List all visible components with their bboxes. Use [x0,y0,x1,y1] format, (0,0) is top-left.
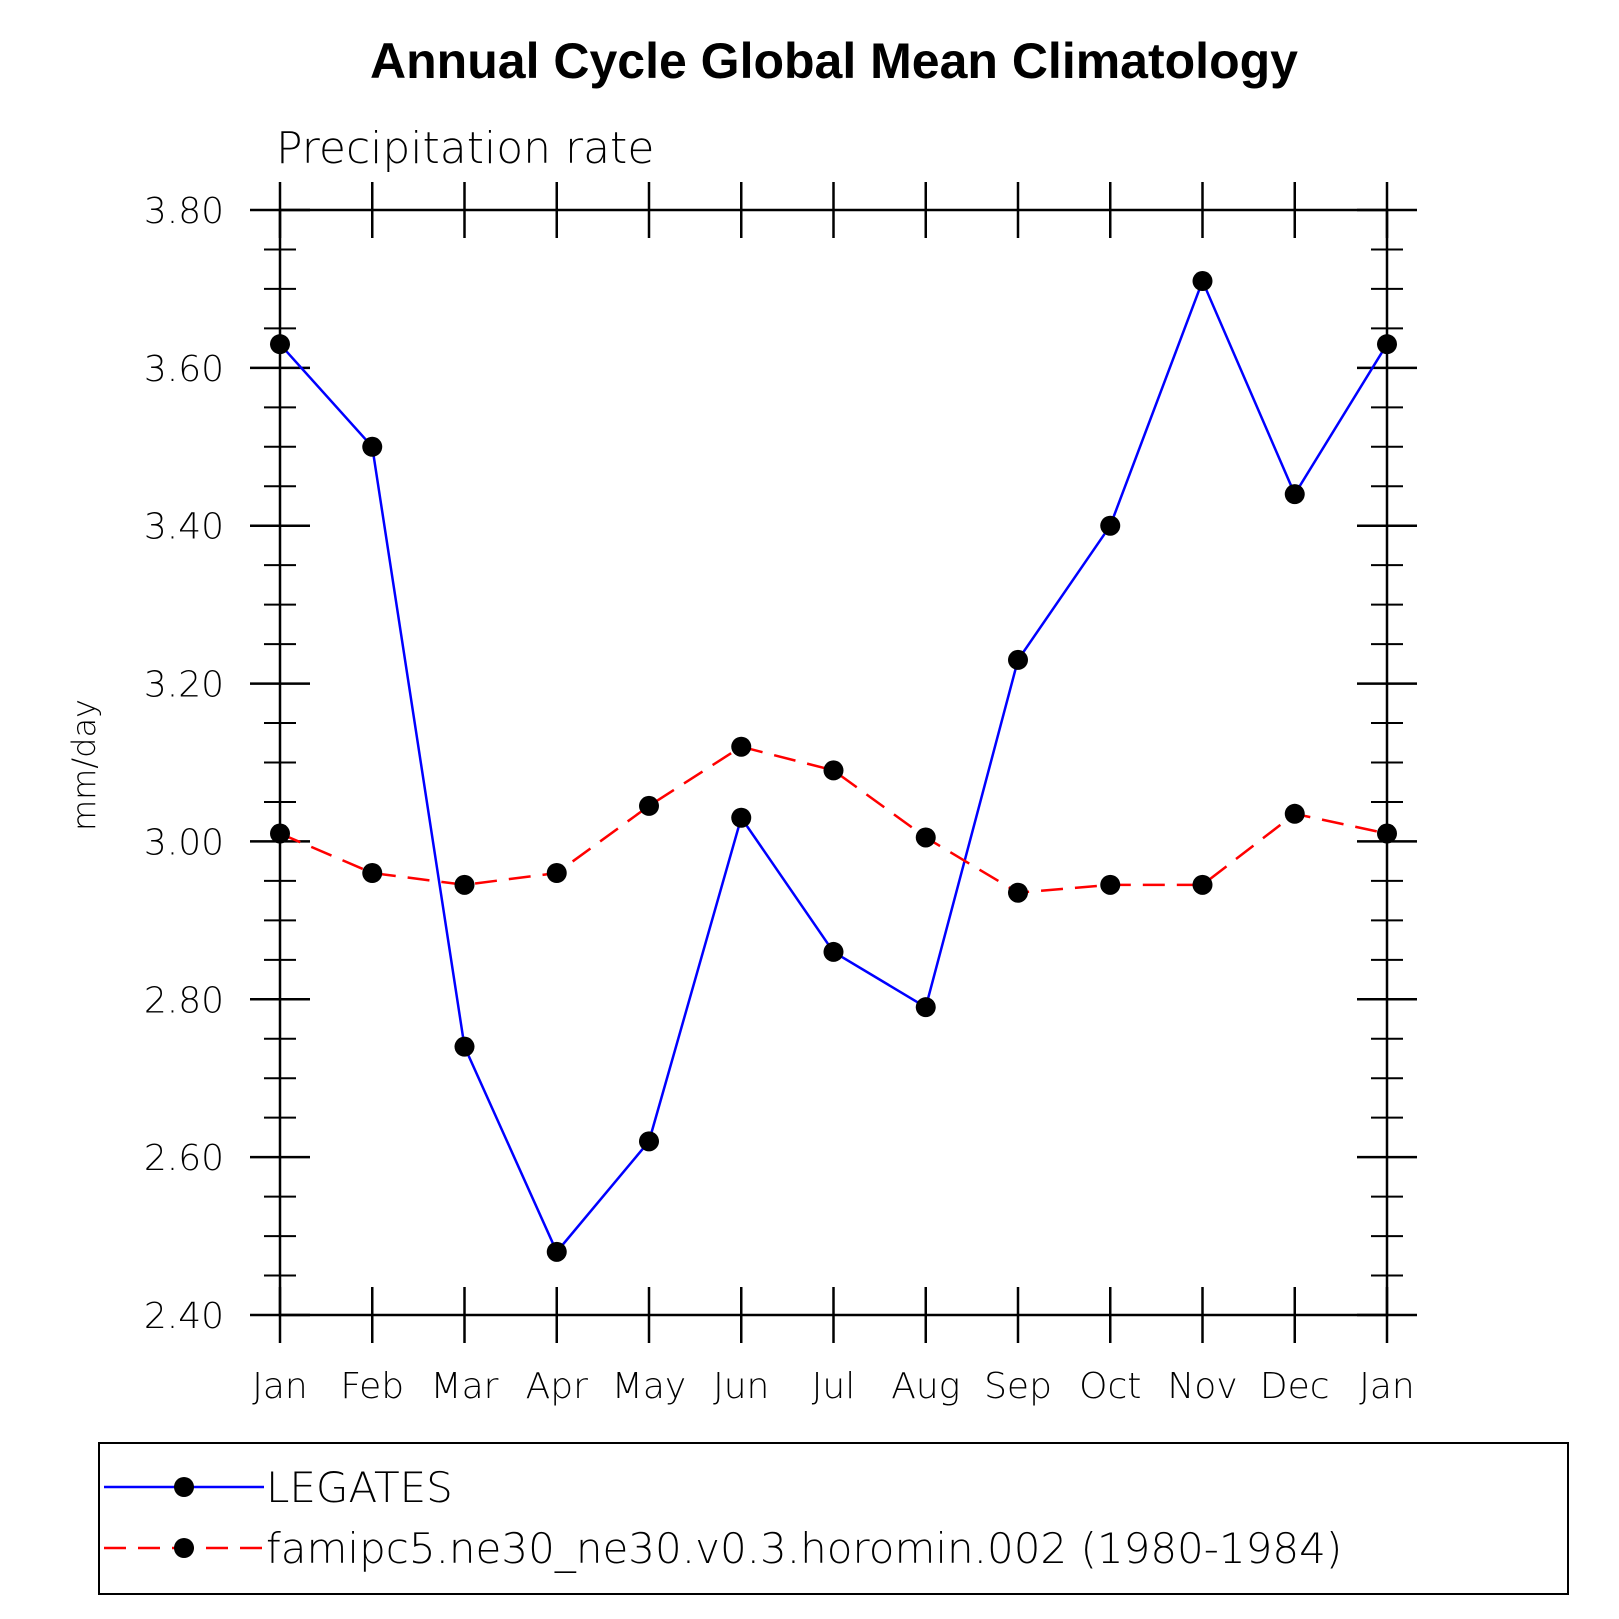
y-tick-label: 3.60 [144,349,224,390]
series-1-point [639,795,659,816]
x-tick-label: Sep [984,1366,1052,1407]
series-1-point [1377,823,1397,844]
y-tick-label: 3.80 [144,191,224,232]
x-tick-label: Aug [891,1366,960,1407]
series-0-point [454,1036,475,1057]
series-1-point [1192,874,1213,895]
x-tick-label: Mar [431,1366,499,1407]
series-1-point [362,863,383,883]
series-1-point [823,760,844,781]
series-0-point [1100,515,1121,536]
series-1-point [1284,803,1305,824]
series-0-point [362,436,383,457]
series-0-point [915,997,936,1018]
legend-box [98,1442,1569,1595]
y-tick-labels: 2.40 2.60 2.80 3.00 3.20 3.40 3.60 3.80 [144,191,224,1337]
series-1-point [915,827,936,848]
series-1-point [546,863,567,883]
x-tick-label: Jan [1359,1366,1415,1407]
series-0-point [731,807,752,828]
x-tick-label: May [612,1366,686,1407]
series-1-point [731,736,752,757]
series-0-point [1284,484,1305,505]
x-tick-label: Jan [252,1366,308,1407]
y-tick-label: 2.60 [144,1138,224,1179]
series-1-point [454,874,475,895]
legend-label-1: famipc5.ne30_ne30.v0.3.horomin.002 (1980… [266,1524,1342,1573]
series-0-point [823,941,844,962]
legend-marker-0 [174,1477,194,1497]
x-tick-label: Feb [340,1366,404,1407]
legend-label-0: LEGATES [266,1463,453,1512]
series-1-point [270,823,290,844]
chart-title: Annual Cycle Global Mean Climatology [370,33,1298,89]
series-0-point [546,1241,567,1262]
series-1-point [1008,882,1028,903]
y-axis-label: mm/day [65,699,103,831]
series-layer [270,271,1397,1262]
x-tick-label: Oct [1079,1366,1141,1407]
x-tick-label: Jun [713,1366,769,1407]
x-tick-label: Jul [812,1366,855,1407]
series-0-point [1008,649,1028,670]
chart-subtitle: Precipitation rate [276,123,654,174]
legend: LEGATES famipc5.ne30_ne30.v0.3.horomin.00… [104,1463,1342,1573]
y-tick-label: 2.80 [144,980,224,1021]
y-tick-label: 3.00 [144,822,224,863]
series-1-point [1100,874,1121,895]
y-tick-label: 3.40 [144,507,224,548]
series-0-point [270,334,290,355]
x-tick-label: Apr [526,1366,588,1407]
series-0-point [639,1131,659,1152]
legend-marker-1 [174,1538,194,1558]
series-0-point [1192,271,1213,292]
x-tick-label: Dec [1260,1366,1330,1407]
series-0-point [1377,334,1397,355]
y-tick-label: 2.40 [144,1296,224,1337]
plot-frame [278,208,1389,1317]
x-tick-label: Nov [1167,1366,1237,1407]
x-tick-labels: Jan Feb Mar Apr May Jun Jul Aug Sep Oct Nov Dec Jan [252,1366,1415,1407]
y-tick-label: 3.20 [144,665,224,706]
